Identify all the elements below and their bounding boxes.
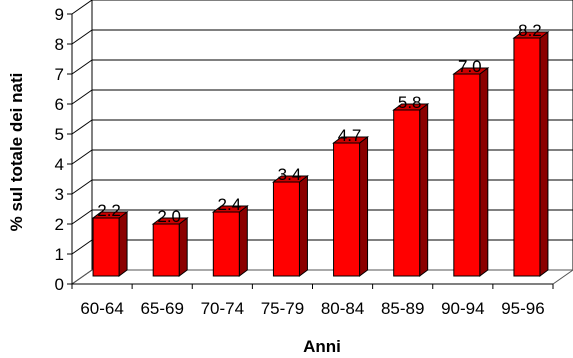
bar-side (539, 31, 549, 277)
bar-side (178, 217, 188, 277)
data-label: 2.0 (157, 207, 181, 226)
gridline-depth (71, 29, 93, 45)
bar-side (298, 175, 308, 277)
bar-front (92, 217, 120, 277)
x-tick-label: 90-94 (441, 299, 484, 318)
y-tick-label: 5 (55, 125, 64, 144)
bar (452, 67, 490, 277)
gridline-depth (71, 239, 93, 255)
y-tick-label: 2 (55, 215, 64, 234)
y-tick-label: 7 (55, 65, 64, 84)
gridlines (71, 0, 573, 285)
gridline-depth (71, 89, 93, 105)
data-label: 2.4 (217, 195, 241, 214)
bars (91, 31, 550, 277)
gridline-depth (71, 119, 93, 135)
data-label: 3.4 (278, 165, 302, 184)
bar-side (359, 136, 369, 277)
x-axis-title: Anni (303, 337, 341, 356)
y-tick-label: 8 (55, 35, 64, 54)
bar-side (238, 205, 248, 277)
y-tick-label: 1 (55, 245, 64, 264)
bar (392, 103, 430, 277)
data-label: 7.0 (458, 57, 482, 76)
y-tick-labels: 0 1 2 3 4 5 6 7 8 9 (55, 5, 64, 294)
bar (91, 211, 129, 277)
bar (151, 217, 189, 277)
bar-side (479, 67, 489, 277)
y-axis-title: % sul totale dei nati (7, 73, 26, 232)
data-label: 2.2 (97, 201, 121, 220)
data-labels: 2.2 2.0 2.4 3.4 4.7 5.8 7.0 8.2 (97, 21, 542, 226)
bar-front (453, 73, 481, 277)
x-tick-label: 80-84 (321, 299, 364, 318)
x-tick-label: 75-79 (261, 299, 304, 318)
axes (67, 0, 573, 289)
y-tick-label: 6 (55, 95, 64, 114)
bar (512, 31, 550, 277)
x-tick-label: 65-69 (140, 299, 183, 318)
data-label: 5.8 (398, 93, 422, 112)
y-tick-label: 9 (55, 5, 64, 24)
x-tick-labels: 60-64 65-69 70-74 75-79 80-84 85-89 90-94 95-96 (80, 299, 544, 318)
x-tick-label: 70-74 (201, 299, 244, 318)
bar-front (513, 37, 541, 277)
bar (332, 136, 370, 277)
data-label: 4.7 (338, 126, 362, 145)
bar-front (212, 211, 240, 277)
y-tick-label: 0 (55, 275, 64, 294)
bar-front (393, 109, 421, 277)
x-tick-label: 95-96 (501, 299, 544, 318)
bar-front (333, 142, 361, 277)
y-tick-label: 3 (55, 185, 64, 204)
gridline-depth (71, 179, 93, 195)
gridline-depth (71, 149, 93, 165)
x-tick-label: 60-64 (80, 299, 123, 318)
y-tick-label: 4 (55, 155, 64, 174)
gridline-depth (71, 0, 93, 15)
bar-side (419, 103, 429, 277)
gridline-depth (71, 59, 93, 75)
data-label: 8.2 (518, 21, 542, 40)
x-tick-label: 85-89 (381, 299, 424, 318)
gridline-depth (71, 209, 93, 225)
bar-front (152, 223, 180, 277)
bar-front (272, 181, 300, 277)
bar (211, 205, 249, 277)
bar-side (118, 211, 128, 277)
bar (271, 175, 309, 277)
floor (70, 269, 573, 285)
